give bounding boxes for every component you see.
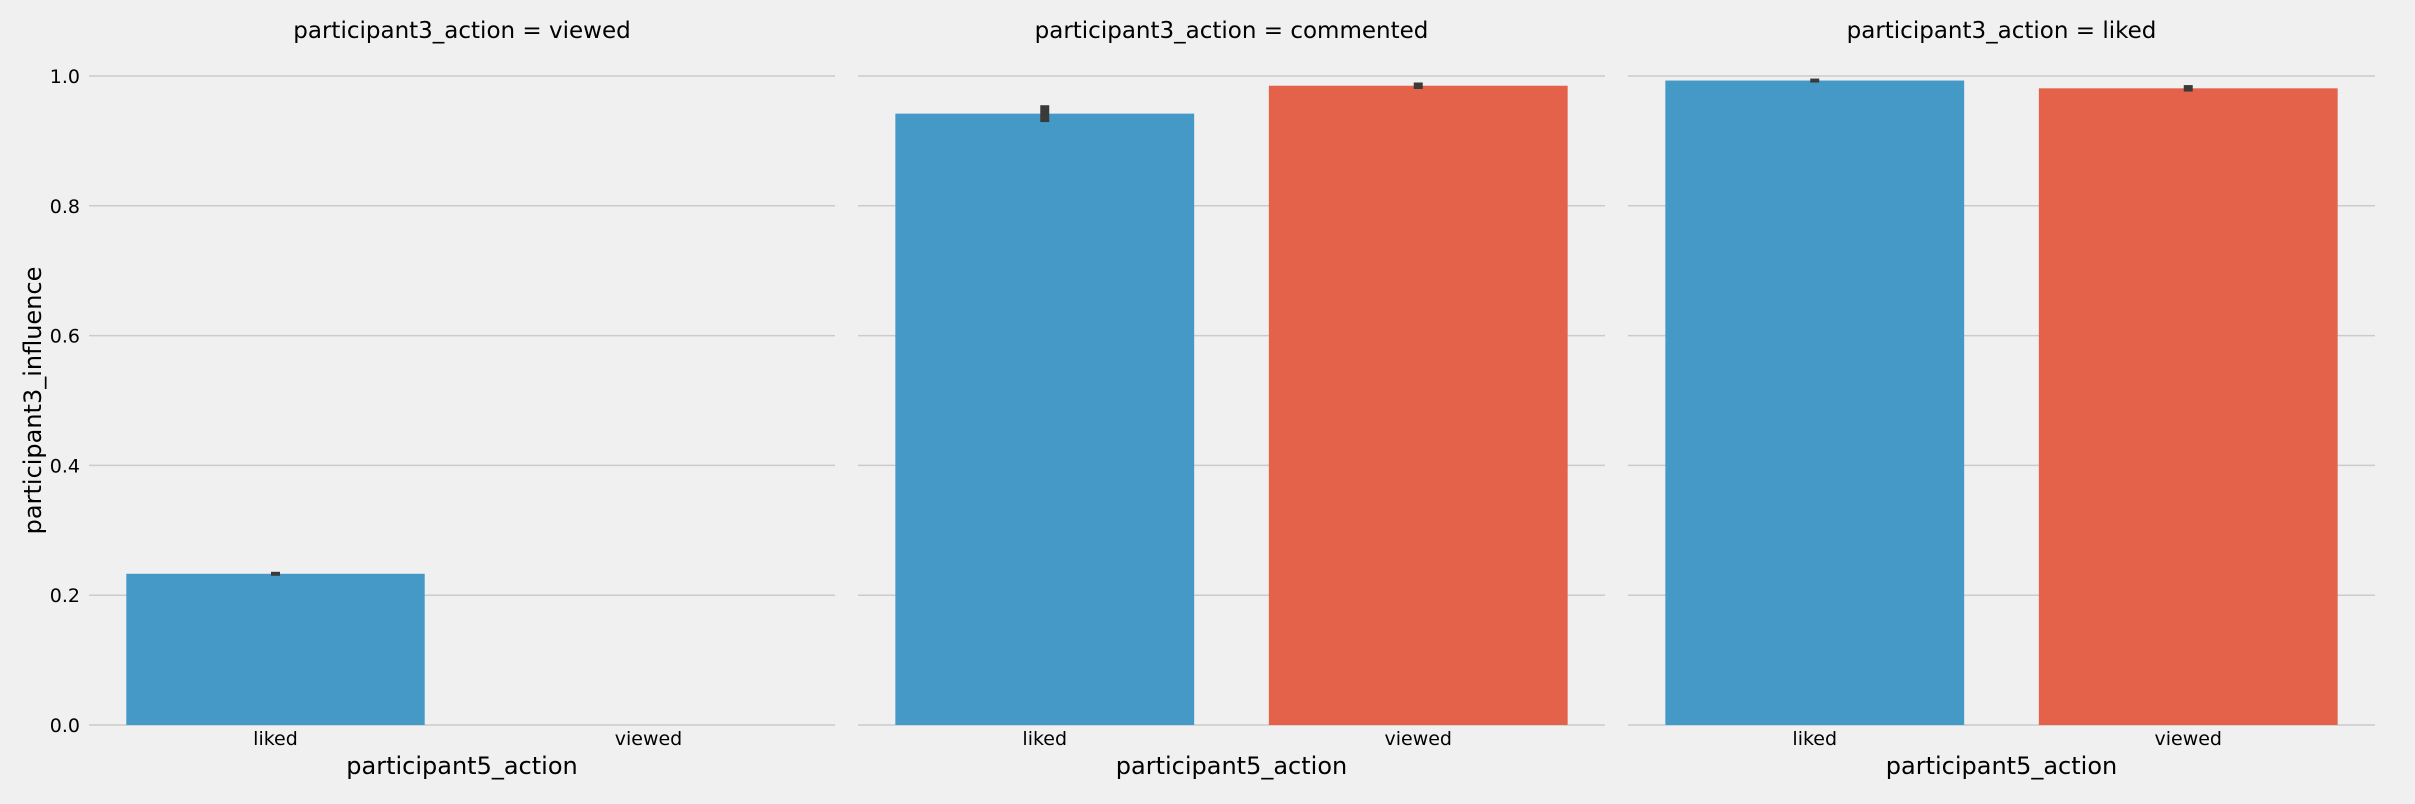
x-axis-label: participant5_action: [346, 752, 577, 780]
y-tick-label: 0.6: [50, 326, 80, 348]
x-tick-label: viewed: [2154, 728, 2222, 750]
facet-title: participant3_action = commented: [1035, 18, 1429, 44]
bar-liked: [895, 113, 1195, 726]
facet-title: participant3_action = liked: [1847, 18, 2157, 44]
bar-liked: [126, 573, 425, 725]
bar-liked: [1665, 80, 1965, 726]
x-tick-label: liked: [1792, 728, 1837, 750]
y-tick-label: 0.0: [50, 715, 80, 737]
x-tick-label: liked: [253, 728, 298, 750]
x-tick-label: viewed: [1384, 728, 1452, 750]
y-tick-label: 1.0: [50, 66, 80, 88]
x-tick-label: liked: [1022, 728, 1067, 750]
y-tick-label: 0.8: [50, 196, 80, 218]
x-axis-label: participant5_action: [1886, 752, 2117, 780]
bar-viewed: [2038, 88, 2338, 726]
x-tick-label: viewed: [615, 728, 683, 750]
bar-viewed: [1268, 85, 1568, 726]
y-tick-label: 0.2: [50, 585, 80, 607]
y-axis-label: participant3_influence: [19, 267, 47, 535]
facet-title: participant3_action = viewed: [293, 18, 630, 44]
y-tick-label: 0.4: [50, 455, 80, 477]
x-axis-label: participant5_action: [1116, 752, 1347, 780]
